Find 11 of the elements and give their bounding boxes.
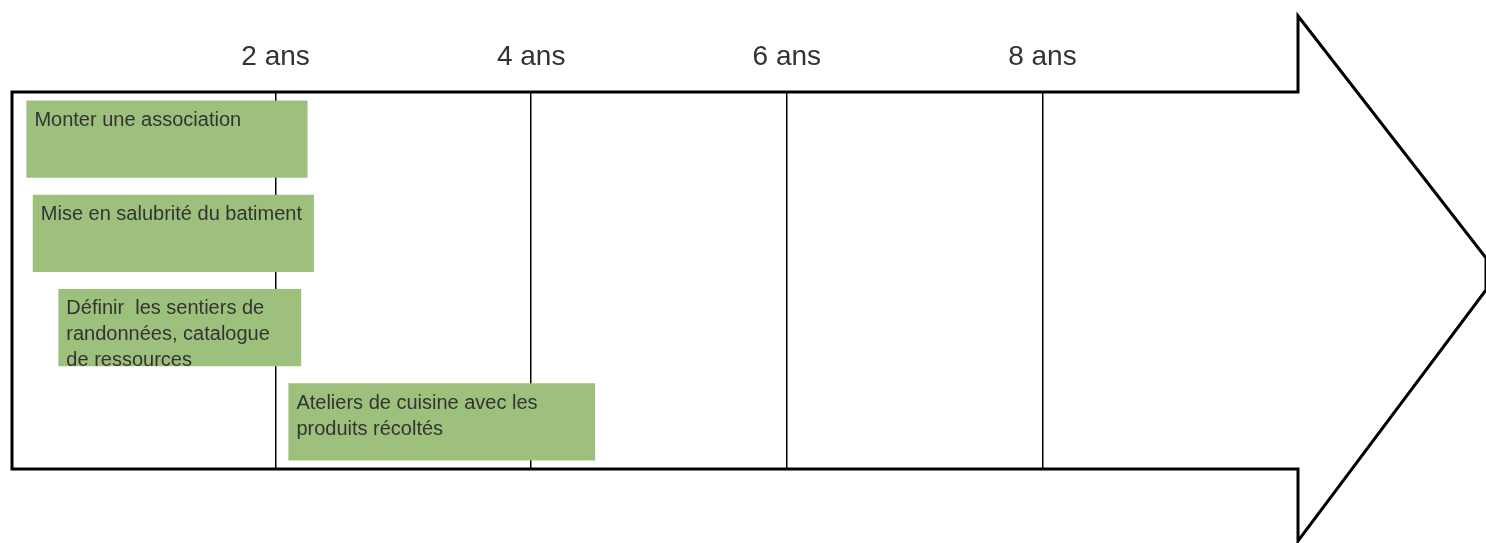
x-tick-label: 4 ans (496, 39, 566, 71)
x-tick-label: 6 ans (752, 39, 822, 71)
y-tick-label: Monter une association (34, 108, 242, 130)
bar (26, 100, 308, 178)
y-tick-label: Ateliers de cuisine avec les produits récoltés (296, 390, 538, 439)
y-tick-label: Définir les sentiers de randonnées, catalogue de ressources (66, 296, 270, 371)
x-tick-label: 2 ans (241, 39, 310, 71)
x-tick-label: 8 ans (1008, 39, 1077, 71)
bar (32, 194, 314, 273)
y-tick-label: Mise en salubrité du batiment (40, 202, 303, 225)
bar (288, 383, 596, 461)
